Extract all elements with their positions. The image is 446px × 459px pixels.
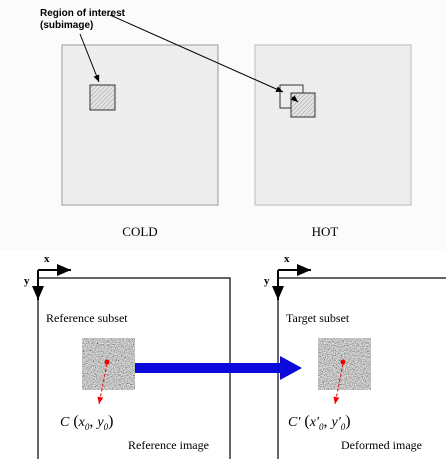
subset-label: Reference subset <box>46 311 128 325</box>
cold-label: COLD <box>122 224 157 239</box>
subset-label: Target subset <box>286 311 350 325</box>
cold-image <box>62 45 218 205</box>
coordinate-part: ) <box>345 413 350 430</box>
subset-center <box>341 360 346 365</box>
subset-center <box>105 360 110 365</box>
coordinate-part: , <box>324 413 328 430</box>
diagram: Region of interest (subimage) COLD HOT x… <box>0 0 446 459</box>
axis-y-label: y <box>264 275 270 287</box>
callout-text: (subimage) <box>40 20 93 31</box>
axis-x-label: x <box>284 253 290 265</box>
image-label: Reference image <box>128 438 209 452</box>
coordinate-part: C′ <box>288 415 301 430</box>
axis-y-label: y <box>24 275 30 287</box>
coordinate-part: ) <box>108 413 113 430</box>
image-label: Deformed image <box>341 438 422 452</box>
coordinate-part: C <box>60 415 70 430</box>
axis-x-label: x <box>44 253 50 265</box>
hot-label: HOT <box>312 224 339 239</box>
roi-cold <box>90 85 115 110</box>
coordinate-part: , <box>89 413 93 430</box>
roi-hot <box>291 93 315 117</box>
callout-text: Region of interest <box>40 8 126 19</box>
hot-image <box>255 45 411 205</box>
